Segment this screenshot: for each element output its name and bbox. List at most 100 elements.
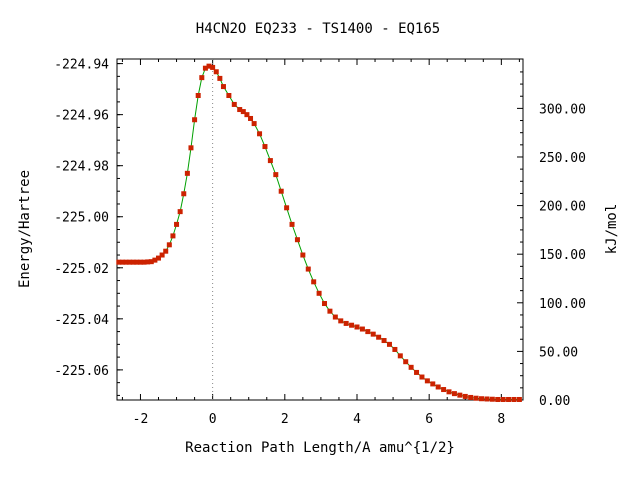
data-point xyxy=(156,255,162,261)
data-point xyxy=(166,242,172,248)
data-point xyxy=(119,259,125,265)
data-point xyxy=(174,221,180,227)
x-tick-label: 2 xyxy=(281,412,289,427)
data-point xyxy=(462,393,468,399)
data-point xyxy=(220,84,226,90)
y2-tick-label: 50.00 xyxy=(539,345,578,360)
data-point xyxy=(446,389,452,395)
data-point xyxy=(248,115,254,121)
data-point xyxy=(441,387,447,393)
data-point xyxy=(213,69,219,75)
y-tick-label: -224.94 xyxy=(54,58,109,73)
x-tick-label: 8 xyxy=(497,412,505,427)
data-point xyxy=(397,353,403,359)
data-point xyxy=(257,131,263,137)
data-point xyxy=(359,326,365,332)
data-point xyxy=(457,392,463,398)
data-point xyxy=(251,121,257,127)
data-point xyxy=(316,290,322,296)
data-point xyxy=(381,338,387,344)
y-tick-label: -225.00 xyxy=(54,211,109,226)
data-point xyxy=(332,314,338,320)
data-point xyxy=(500,396,506,402)
data-point xyxy=(376,334,382,340)
data-point xyxy=(365,329,371,335)
y-tick-label: -224.98 xyxy=(54,160,109,175)
data-point xyxy=(116,259,122,265)
data-point xyxy=(305,266,311,272)
plot-area xyxy=(116,63,522,402)
y-tick-label: -225.02 xyxy=(54,262,109,277)
data-point xyxy=(130,259,136,265)
data-point xyxy=(294,237,300,243)
data-point xyxy=(289,221,295,227)
data-point xyxy=(414,369,420,375)
x-tick-label: 4 xyxy=(353,412,361,427)
data-point xyxy=(284,205,290,211)
x-axis-label: Reaction Path Length/A amu^{1/2} xyxy=(185,440,455,456)
data-point xyxy=(311,279,317,285)
data-point xyxy=(217,75,223,81)
data-point xyxy=(262,144,268,150)
data-point xyxy=(354,324,360,330)
y2-tick-label: 150.00 xyxy=(539,248,586,263)
y2-tick-label: 300.00 xyxy=(539,102,586,117)
data-point xyxy=(152,257,158,263)
data-point xyxy=(478,396,484,402)
y-tick-label: -225.06 xyxy=(54,364,109,379)
data-point xyxy=(134,259,140,265)
data-point xyxy=(210,64,216,70)
energy-curve xyxy=(118,65,520,400)
data-point xyxy=(473,395,479,401)
data-point xyxy=(516,396,522,402)
data-point xyxy=(484,396,490,402)
data-point xyxy=(181,191,187,197)
x-axis: -2 0 2 4 6 8 xyxy=(121,59,520,427)
data-point xyxy=(435,384,441,390)
data-point xyxy=(237,107,243,113)
data-point xyxy=(123,259,129,265)
data-points xyxy=(116,63,522,402)
data-point xyxy=(386,341,392,347)
y2-tick-label: 200.00 xyxy=(539,200,586,215)
data-point xyxy=(206,63,212,69)
data-point xyxy=(267,158,273,164)
data-point xyxy=(338,318,344,324)
x-tick-label: 0 xyxy=(209,412,217,427)
data-point xyxy=(349,322,355,328)
data-point xyxy=(468,394,474,400)
data-point xyxy=(163,248,169,254)
data-point xyxy=(451,391,457,397)
data-point xyxy=(300,252,306,258)
data-point xyxy=(192,117,198,123)
data-point xyxy=(148,259,154,265)
data-point xyxy=(127,259,133,265)
y-axis-right: 0.00 50.00 100.00 150.00 200.00 250.00 300.00 xyxy=(517,71,586,409)
plot-frame xyxy=(116,58,524,401)
x-tick-label: 6 xyxy=(425,412,433,427)
data-point xyxy=(226,92,232,98)
chart-title: H4CN2O EQ233 - TS1400 - EQ165 xyxy=(196,21,440,37)
data-point xyxy=(511,396,517,402)
data-point xyxy=(170,233,176,239)
y2-tick-label: 250.00 xyxy=(539,151,586,166)
data-point xyxy=(392,346,398,352)
data-point xyxy=(177,209,183,215)
data-point xyxy=(424,378,430,384)
data-point xyxy=(430,381,436,387)
y2-tick-label: 100.00 xyxy=(539,297,586,312)
x-tick-label: -2 xyxy=(133,412,149,427)
data-point xyxy=(240,109,246,115)
y2-axis-label: kJ/mol xyxy=(604,204,620,255)
data-point xyxy=(343,320,349,326)
data-point xyxy=(322,301,328,307)
data-point xyxy=(489,396,495,402)
data-point xyxy=(370,331,376,337)
data-point xyxy=(184,170,190,176)
data-point xyxy=(244,112,250,118)
y-axis-label: Energy/Hartree xyxy=(17,170,33,288)
data-point xyxy=(202,65,208,71)
y2-tick-label: 0.00 xyxy=(539,394,570,409)
data-point xyxy=(278,188,284,194)
